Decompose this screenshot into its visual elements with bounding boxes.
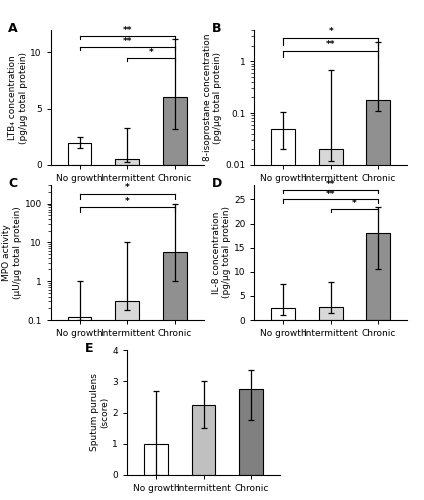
Text: **: ** — [123, 26, 132, 35]
Text: **: ** — [326, 190, 335, 199]
Text: C: C — [8, 177, 17, 190]
Y-axis label: Sputum purulens
(score): Sputum purulens (score) — [90, 374, 110, 452]
Text: *: * — [352, 200, 357, 208]
Bar — [144, 444, 168, 475]
Text: **: ** — [123, 37, 132, 46]
Bar — [115, 160, 139, 165]
Bar — [319, 150, 343, 500]
Text: *: * — [125, 197, 130, 206]
Y-axis label: LTB₄ concentration
(pg/µg total protein): LTB₄ concentration (pg/µg total protein) — [8, 52, 28, 144]
Text: **: ** — [326, 180, 335, 189]
Bar — [115, 302, 139, 500]
Bar — [366, 233, 391, 320]
Bar — [271, 128, 295, 500]
Text: *: * — [328, 28, 333, 36]
Bar — [366, 100, 391, 500]
Bar — [67, 317, 92, 500]
Text: *: * — [149, 48, 153, 58]
Bar — [67, 142, 92, 165]
Text: D: D — [212, 177, 222, 190]
Y-axis label: IL-8 concentration
(pg/µg total protein): IL-8 concentration (pg/µg total protein) — [212, 206, 231, 298]
Text: E: E — [84, 342, 93, 355]
Y-axis label: 8-isoprostane concentration
(pg/µg total protein): 8-isoprostane concentration (pg/µg total… — [203, 34, 223, 161]
Bar — [271, 308, 295, 320]
Text: *: * — [125, 184, 130, 192]
Bar — [163, 98, 187, 165]
Bar — [239, 389, 263, 475]
Bar — [192, 404, 215, 475]
Y-axis label: MPO activity
(µU/µg total protein): MPO activity (µU/µg total protein) — [3, 206, 22, 299]
Bar — [163, 252, 187, 500]
Bar — [319, 306, 343, 320]
Text: A: A — [8, 22, 18, 35]
Text: **: ** — [326, 40, 335, 49]
Text: B: B — [212, 22, 221, 35]
